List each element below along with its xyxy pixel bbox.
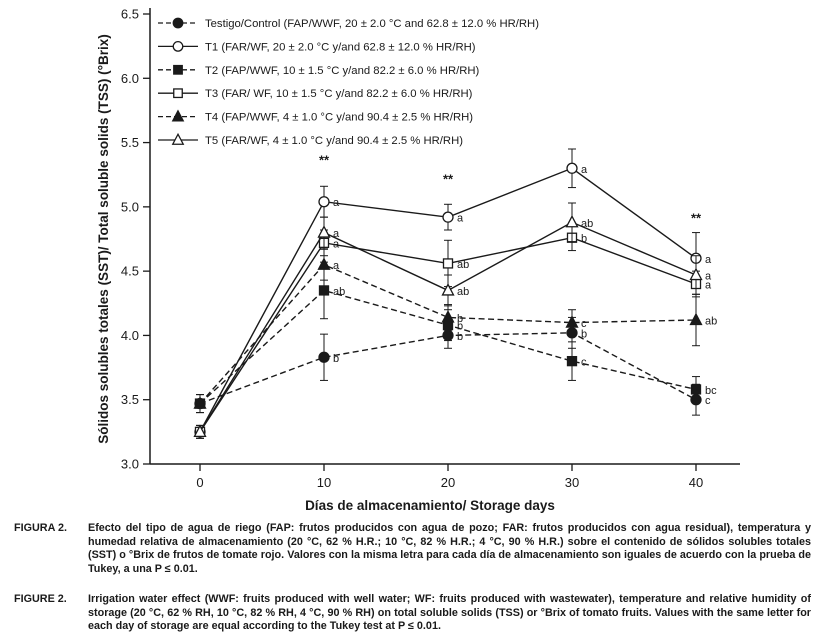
series-line (199, 263, 697, 405)
point-letter-label: b (581, 233, 587, 245)
axes: 3.0 3.5 4.0 4.5 5.0 5.5 6.0 6.5 0 10 20 30 40 Sólidos… (96, 7, 740, 513)
point-letter-label: c (581, 357, 587, 369)
y-tick-label: 6.5 (121, 7, 139, 22)
data-point-marker (317, 225, 331, 238)
point-letter-label: b (457, 313, 463, 325)
point-letter-label: a (333, 260, 340, 272)
point-letter-label: b (457, 321, 463, 333)
x-axis-title: Días de almacenamiento/ Storage days (305, 498, 555, 513)
caption-spanish: FIGURA 2. Efecto del tipo de agua de rie… (14, 522, 811, 576)
y-axis-title: Sólidos solubles totales (SST)/ Total so… (96, 34, 111, 443)
data-point-marker (566, 355, 578, 367)
data-point-marker (318, 285, 330, 296)
data-point-marker (689, 312, 703, 326)
caption-english-label: FIGURE 2. (14, 593, 67, 605)
significance-marker: ** (443, 172, 454, 187)
point-letter-label: ab (457, 286, 469, 298)
data-point-marker (566, 162, 578, 174)
x-tick-label: 30 (565, 475, 579, 490)
caption-english-text: Irrigation water effect (WWF: fruits pro… (88, 593, 811, 632)
data-point-marker (689, 267, 703, 281)
x-tick-label: 0 (196, 475, 203, 490)
y-tick-label: 5.0 (121, 199, 139, 214)
legend-label: T2 (FAP/WWF, 10 ± 1.5 °C y/and 82.2 ± 6.… (205, 65, 480, 77)
data-point-marker (317, 257, 331, 270)
data-point-marker (441, 283, 455, 296)
series-control: bb bc (194, 316, 711, 416)
tss-line-chart: 3.0 3.5 4.0 4.5 5.0 5.5 6.0 6.5 0 10 20 30 40 Sólidos… (96, 7, 740, 513)
legend-item-t5: T5 (FAR/WF, 4 ± 1.0 °C y/and 90.4 ± 2.5 … (158, 132, 463, 147)
data-point-marker (565, 315, 579, 328)
point-letter-label: c (581, 318, 587, 330)
point-letter-label: a (705, 254, 712, 266)
data-point-marker (318, 351, 330, 363)
point-letter-label: a (457, 213, 464, 225)
legend: Testigo/Control (FAP/WWF, 20 ± 2.0 °C an… (158, 17, 539, 147)
legend-label: T3 (FAR/ WF, 10 ± 1.5 °C y/and 82.2 ± 6.… (205, 88, 473, 100)
caption-spanish-text: Efecto del tipo de agua de riego (FAP: f… (88, 522, 811, 575)
point-letter-label: b (333, 353, 339, 365)
point-letter-label: a (705, 271, 712, 283)
caption-spanish-label: FIGURA 2. (14, 522, 67, 534)
data-point-marker (193, 396, 207, 409)
legend-item-t3: T3 (FAR/ WF, 10 ± 1.5 °C y/and 82.2 ± 6.… (158, 88, 473, 100)
x-tick-label: 10 (317, 475, 331, 490)
point-letter-label: c (705, 395, 711, 407)
legend-item-control: Testigo/Control (FAP/WWF, 20 ± 2.0 °C an… (158, 17, 539, 30)
point-letter-label: ab (705, 316, 717, 328)
tss-chart-container: 3.0 3.5 4.0 4.5 5.0 5.5 6.0 6.5 0 10 20 30 40 Sólidos… (96, 7, 740, 513)
y-tick-label: 6.0 (121, 71, 139, 86)
data-point-marker (442, 258, 454, 269)
legend-label: T5 (FAR/WF, 4 ± 1.0 °C y/and 90.4 ± 2.5 … (205, 135, 463, 147)
point-letter-label: ab (457, 259, 469, 271)
point-letter-label: a (333, 228, 340, 240)
y-tick-label: 4.5 (121, 264, 139, 279)
significance-marker: ** (319, 152, 330, 167)
series-t4: ab c ab (193, 248, 717, 414)
data-point-marker (173, 88, 183, 99)
legend-item-t1: T1 (FAR/WF, 20 ± 2.0 °C y/and 62.8 ± 12.… (158, 41, 476, 53)
data-point-marker (318, 196, 330, 208)
data-point-marker (173, 64, 183, 75)
point-letter-label: a (705, 280, 712, 292)
data-point-marker (441, 310, 455, 323)
y-tick-label: 3.5 (121, 392, 139, 407)
point-letter-label: b (581, 328, 587, 340)
data-point-marker (690, 384, 702, 395)
legend-label: Testigo/Control (FAP/WWF, 20 ± 2.0 °C an… (205, 18, 539, 30)
x-tick-label: 20 (441, 475, 455, 490)
data-point-marker (565, 214, 579, 228)
x-tick-label: 40 (689, 475, 703, 490)
legend-item-t2: T2 (FAP/WWF, 10 ± 1.5 °C y/and 82.2 ± 6.… (158, 65, 480, 77)
point-letter-label: bc (705, 385, 717, 397)
point-letter-label: ab (333, 286, 345, 298)
data-point-marker (172, 17, 184, 29)
point-letter-label: a (333, 197, 340, 209)
legend-label: T1 (FAR/WF, 20 ± 2.0 °C y/and 62.8 ± 12.… (205, 41, 476, 53)
legend-label: T4 (FAP/WWF, 4 ± 1.0 °C y/and 90.4 ± 2.5… (205, 112, 473, 124)
point-letter-label: ab (581, 218, 593, 230)
y-tick-label: 3.0 (121, 457, 139, 472)
data-point-marker (171, 132, 185, 145)
point-letter-label: a (581, 164, 588, 176)
data-point-marker (172, 41, 184, 52)
caption-english: FIGURE 2. Irrigation water effect (WWF: … (14, 593, 811, 634)
y-tick-label: 4.0 (121, 328, 139, 343)
significance-marker: ** (691, 210, 702, 225)
data-point-marker (171, 109, 185, 122)
figure-captions: FIGURA 2. Efecto del tipo de agua de rie… (0, 518, 827, 634)
point-letter-label: a (333, 238, 340, 250)
data-point-marker (442, 211, 454, 223)
point-letter-label: b (457, 331, 463, 343)
y-tick-label: 5.5 (121, 135, 139, 150)
legend-item-t4: T4 (FAP/WWF, 4 ± 1.0 °C y/and 90.4 ± 2.5… (158, 109, 473, 124)
data-point-marker (193, 424, 207, 438)
